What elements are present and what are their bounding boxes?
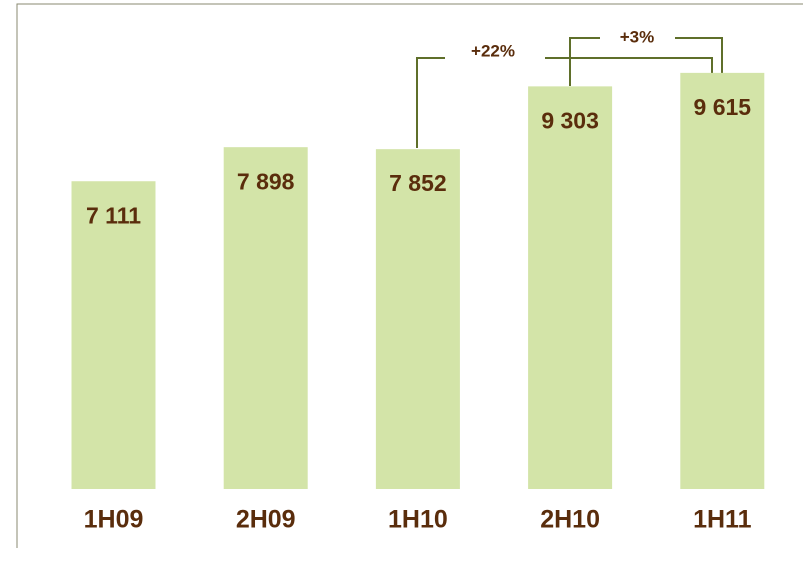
annotation: +22% bbox=[471, 41, 515, 60]
value-label: 7 111 bbox=[86, 202, 141, 228]
bar bbox=[680, 72, 765, 490]
annotation: +3% bbox=[620, 27, 655, 46]
value-label: 9 303 bbox=[541, 107, 599, 133]
x-tick-label: 2H09 bbox=[236, 506, 296, 534]
x-tick-label: 2H10 bbox=[540, 506, 600, 534]
value-label: 9 615 bbox=[694, 94, 752, 120]
value-label: 7 898 bbox=[237, 168, 295, 194]
growth-brackets bbox=[416, 37, 723, 148]
frame bbox=[16, 3, 803, 548]
bracket bbox=[416, 57, 713, 148]
x-tick-label: 1H11 bbox=[693, 506, 751, 534]
value-label: 7 852 bbox=[389, 170, 447, 196]
bracket bbox=[569, 37, 723, 86]
bar bbox=[528, 86, 613, 490]
bar bbox=[223, 147, 308, 489]
x-tick-label: 1H10 bbox=[388, 506, 448, 534]
x-tick-label: 1H09 bbox=[84, 506, 144, 534]
bar bbox=[375, 149, 460, 489]
bar bbox=[71, 181, 156, 490]
